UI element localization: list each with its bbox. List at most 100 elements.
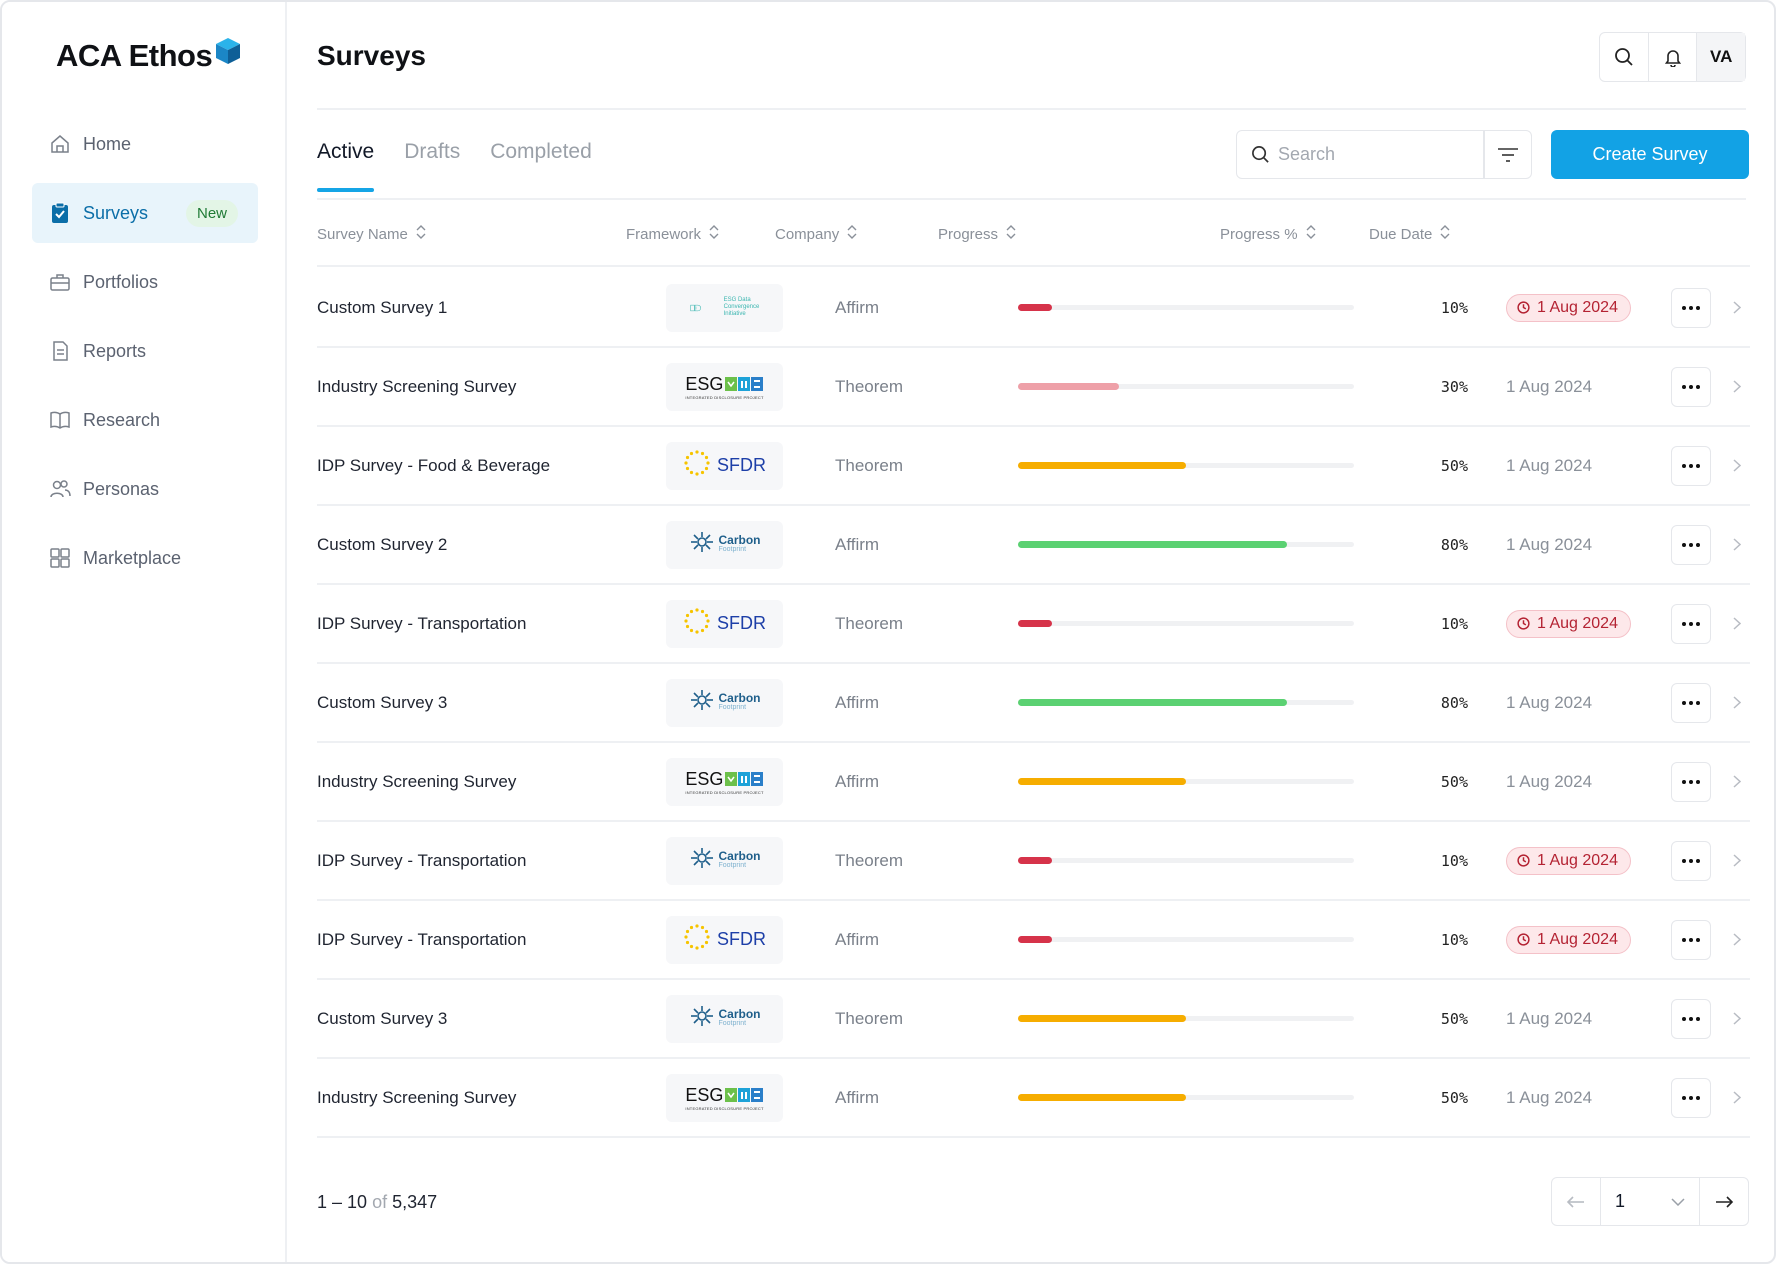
esg-logo: ESG INTEGRATED DISCLOSURE PROJECT: [685, 769, 764, 795]
carbon-logo: Carbon Footprint: [689, 689, 761, 716]
prev-page-button[interactable]: [1552, 1178, 1601, 1225]
survey-name[interactable]: IDP Survey - Transportation: [317, 850, 527, 870]
table-row[interactable]: Custom Survey 2 Carbon Footprint Affirm 80% 1…: [317, 506, 1750, 585]
sidebar-item-label: Marketplace: [83, 547, 182, 568]
more-cell: [1671, 901, 1711, 978]
column-header-company[interactable]: Company: [775, 225, 857, 243]
table-row[interactable]: Custom Survey 3 Carbon Footprint Affirm 80% 1…: [317, 664, 1750, 743]
progress-bar-fill: [1018, 462, 1186, 469]
progress-bar-fill: [1018, 304, 1052, 311]
framework-cell: ESG INTEGRATED DISCLOSURE PROJECT: [666, 1059, 783, 1136]
progress-bar: [1018, 1094, 1354, 1101]
user-avatar[interactable]: VA: [1697, 33, 1746, 81]
sidebar-item-portfolios[interactable]: Portfolios: [32, 252, 258, 312]
sidebar-item-reports[interactable]: Reports: [32, 321, 258, 381]
progress-bar: [1018, 1015, 1354, 1022]
tab-drafts[interactable]: Drafts: [404, 140, 461, 163]
tab-active[interactable]: Active: [317, 140, 375, 192]
framework-badge: ESG INTEGRATED DISCLOSURE PROJECT: [666, 362, 783, 411]
more-cell: [1671, 1059, 1711, 1136]
due-date: 1 Aug 2024: [1537, 930, 1618, 948]
page-number: 1: [1615, 1191, 1626, 1211]
carbon-logo-title: Carbon: [718, 532, 761, 547]
row-open-button[interactable]: [1727, 269, 1747, 346]
row-open-button[interactable]: [1727, 664, 1747, 741]
more-options-button[interactable]: [1671, 287, 1711, 328]
due-date: 1 Aug 2024: [1506, 1087, 1593, 1107]
more-options-button[interactable]: [1671, 603, 1711, 644]
carbon-gear-icon: [689, 1005, 715, 1032]
more-options-button[interactable]: [1671, 366, 1711, 407]
carbon-gear-icon: [689, 689, 715, 716]
table-row[interactable]: Industry Screening Survey ESG INTEGRATED D…: [317, 743, 1750, 822]
table-row[interactable]: IDP Survey - Transportation SFDR Affirm 10%…: [317, 901, 1750, 980]
overdue-badge: 1 Aug 2024: [1506, 846, 1631, 875]
row-open-button[interactable]: [1727, 1059, 1747, 1136]
row-open-button[interactable]: [1727, 980, 1747, 1057]
row-open-button[interactable]: [1727, 901, 1747, 978]
due-date: 1 Aug 2024: [1537, 851, 1618, 869]
row-open-button[interactable]: [1727, 427, 1747, 504]
search-input[interactable]: [1278, 144, 1448, 165]
sidebar-item-research[interactable]: Research: [32, 390, 258, 450]
search-button[interactable]: [1600, 33, 1649, 81]
more-options-button[interactable]: [1671, 445, 1711, 486]
survey-name[interactable]: Custom Survey 3: [317, 692, 448, 712]
more-options-button[interactable]: [1671, 761, 1711, 802]
survey-name[interactable]: IDP Survey - Food & Beverage: [317, 455, 551, 475]
more-options-button[interactable]: [1671, 919, 1711, 960]
more-options-button[interactable]: [1671, 524, 1711, 565]
survey-table-body: Custom Survey 1 ESG Data Convergence Initia…: [317, 269, 1750, 1138]
sidebar-item-marketplace[interactable]: Marketplace: [32, 528, 258, 588]
survey-name[interactable]: IDP Survey - Transportation: [317, 613, 527, 633]
tab-completed[interactable]: Completed: [490, 140, 592, 163]
more-horizontal-icon: [1682, 305, 1700, 310]
table-row[interactable]: Custom Survey 3 Carbon Footprint Theorem 50%…: [317, 980, 1750, 1059]
column-header-framework[interactable]: Framework: [626, 225, 719, 243]
row-open-button[interactable]: [1727, 506, 1747, 583]
page-select[interactable]: 1: [1601, 1178, 1700, 1225]
survey-name[interactable]: Custom Survey 3: [317, 1008, 448, 1028]
column-header-progress[interactable]: Progress: [938, 225, 1016, 243]
column-header-survey-name[interactable]: Survey Name: [317, 225, 426, 243]
progress-bar-fill: [1018, 778, 1186, 785]
column-header-due-date[interactable]: Due Date: [1369, 225, 1450, 243]
more-cell: [1671, 269, 1711, 346]
survey-name[interactable]: Custom Survey 1: [317, 297, 448, 317]
more-options-button[interactable]: [1671, 840, 1711, 881]
edci-logo-line: Convergence: [723, 304, 760, 310]
sidebar-item-personas[interactable]: Personas: [32, 459, 258, 519]
row-open-button[interactable]: [1727, 822, 1747, 899]
table-row[interactable]: Industry Screening Survey ESG INTEGRATED D…: [317, 348, 1750, 427]
column-header-progress[interactable]: Progress %: [1220, 225, 1316, 243]
table-row[interactable]: IDP Survey - Transportation SFDR Theorem 10…: [317, 585, 1750, 664]
chevron-right-icon: [1733, 617, 1741, 630]
row-open-button[interactable]: [1727, 348, 1747, 425]
more-options-button[interactable]: [1671, 682, 1711, 723]
create-survey-button[interactable]: Create Survey: [1551, 130, 1749, 179]
next-page-button[interactable]: [1700, 1178, 1748, 1225]
chevron-right-icon: [1733, 1091, 1741, 1104]
notifications-button[interactable]: [1649, 33, 1698, 81]
more-options-button[interactable]: [1671, 998, 1711, 1039]
table-row[interactable]: Industry Screening Survey ESG INTEGRATED D…: [317, 1059, 1750, 1138]
row-open-button[interactable]: [1727, 585, 1747, 662]
progress-cell: [1018, 506, 1354, 583]
row-open-button[interactable]: [1727, 743, 1747, 820]
sidebar-item-home[interactable]: Home: [32, 114, 258, 174]
table-row[interactable]: Custom Survey 1 ESG Data Convergence Initia…: [317, 269, 1750, 348]
table-row[interactable]: IDP Survey - Food & Beverage SFDR Theorem 5…: [317, 427, 1750, 506]
survey-name[interactable]: Industry Screening Survey: [317, 1087, 517, 1107]
more-cell: [1671, 980, 1711, 1057]
chevron-down-icon: [1671, 1197, 1685, 1206]
more-options-button[interactable]: [1671, 1077, 1711, 1118]
table-row[interactable]: IDP Survey - Transportation Carbon Footpri…: [317, 822, 1750, 901]
survey-name[interactable]: Industry Screening Survey: [317, 376, 517, 396]
sidebar-item-surveys[interactable]: Surveys New: [32, 183, 258, 243]
survey-name[interactable]: Custom Survey 2: [317, 534, 448, 554]
survey-name[interactable]: IDP Survey - Transportation: [317, 929, 527, 949]
filter-button[interactable]: [1483, 130, 1532, 179]
sfdr-logo: SFDR: [683, 607, 766, 640]
survey-name[interactable]: Industry Screening Survey: [317, 771, 517, 791]
esg-logo-row: ESG: [685, 374, 764, 395]
